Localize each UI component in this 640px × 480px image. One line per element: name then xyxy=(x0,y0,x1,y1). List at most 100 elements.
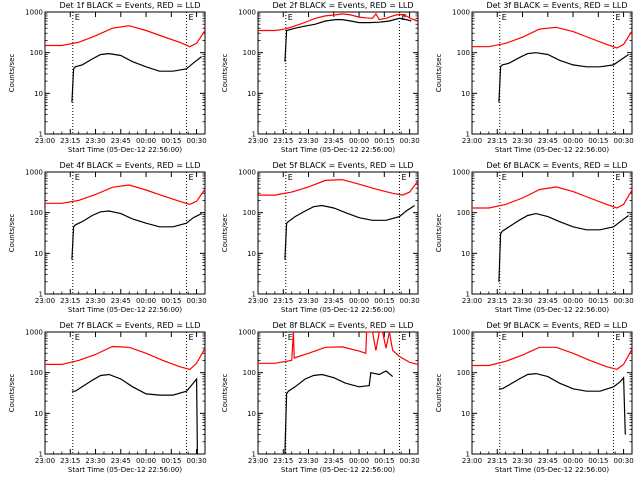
x-tick-label: 23:15 xyxy=(60,457,80,465)
y-tick-label: 100 xyxy=(30,369,43,377)
events-rate-line xyxy=(71,210,202,260)
x-tick-label: 00:15 xyxy=(374,137,394,145)
y-tick-label: 1000 xyxy=(452,169,470,177)
x-tick-label: 23:00 xyxy=(462,297,482,305)
x-axis-label: Start Time (05-Dec-12 22:56:00) xyxy=(495,306,609,314)
detector-panel-1: Det 1f BLACK = Events, RED = LLD 1 10 100 10… xyxy=(0,0,213,160)
y-axis-label: Counts/sec xyxy=(221,214,229,253)
event-marker-label: E xyxy=(502,333,507,342)
event-marker-label: E xyxy=(502,173,507,182)
x-tick-label: 23:15 xyxy=(273,457,293,465)
x-tick-label: 23:30 xyxy=(85,297,105,305)
x-tick-label: 00:30 xyxy=(613,457,633,465)
lld-rate-line xyxy=(258,331,419,365)
y-tick-label: 1 xyxy=(39,131,43,139)
x-axis-label: Start Time (05-Dec-12 22:56:00) xyxy=(281,306,395,314)
lld-rate-line xyxy=(45,25,206,48)
lld-rate-line xyxy=(472,186,633,209)
chart-title: Det 8f BLACK = Events, RED = LLD xyxy=(272,321,413,330)
x-tick-label: 23:45 xyxy=(324,137,344,145)
y-tick-label: 100 xyxy=(457,49,470,57)
x-tick-label: 00:00 xyxy=(563,137,583,145)
event-marker-label: E xyxy=(188,333,193,342)
lld-rate-line xyxy=(45,345,206,371)
x-tick-label: 23:15 xyxy=(60,297,80,305)
event-marker-label: E xyxy=(188,13,193,22)
plot-frame xyxy=(471,171,633,295)
y-tick-label: 1000 xyxy=(452,9,470,17)
x-tick-label: 00:30 xyxy=(186,457,206,465)
chart-svg: Det 1f BLACK = Events, RED = LLD 1 10 100 10… xyxy=(8,1,207,154)
y-tick-label: 10 xyxy=(247,90,256,98)
event-marker-label: E xyxy=(401,13,406,22)
events-rate-line xyxy=(71,52,202,103)
x-tick-label: 00:00 xyxy=(349,457,369,465)
y-tick-label: 1000 xyxy=(25,169,43,177)
x-tick-label: 00:00 xyxy=(563,457,583,465)
y-tick-label: 1 xyxy=(466,131,470,139)
event-marker-label: E xyxy=(288,333,293,342)
x-tick-label: 23:45 xyxy=(324,457,344,465)
x-tick-label: 23:30 xyxy=(298,457,318,465)
lld-rate-line xyxy=(258,178,419,196)
chart-title: Det 4f BLACK = Events, RED = LLD xyxy=(59,161,200,170)
chart-svg: Det 3f BLACK = Events, RED = LLD 1 10 100 10… xyxy=(435,1,634,154)
lld-rate-line xyxy=(45,184,206,206)
chart-svg: Det 9f BLACK = Events, RED = LLD 1 10 100 10… xyxy=(435,321,634,474)
detector-panel-7: Det 7f BLACK = Events, RED = LLD 1 10 100 10… xyxy=(0,320,213,480)
events-rate-line xyxy=(284,370,394,455)
y-tick-label: 100 xyxy=(243,49,256,57)
x-tick-label: 23:15 xyxy=(487,297,507,305)
x-tick-label: 00:00 xyxy=(349,297,369,305)
x-tick-label: 23:00 xyxy=(35,297,55,305)
event-marker-label: E xyxy=(75,173,80,182)
x-tick-label: 00:15 xyxy=(588,137,608,145)
chart-title: Det 1f BLACK = Events, RED = LLD xyxy=(59,1,200,10)
x-tick-label: 00:00 xyxy=(136,137,156,145)
event-marker-label: E xyxy=(615,173,620,182)
lld-rate-line xyxy=(472,346,633,371)
x-tick-label: 23:30 xyxy=(512,457,532,465)
events-rate-line xyxy=(284,204,415,260)
chart-title: Det 6f BLACK = Events, RED = LLD xyxy=(486,161,627,170)
plot-frame xyxy=(257,171,419,295)
y-tick-label: 10 xyxy=(247,410,256,418)
chart-title: Det 3f BLACK = Events, RED = LLD xyxy=(486,1,627,10)
y-tick-label: 1000 xyxy=(25,9,43,17)
x-tick-label: 00:15 xyxy=(161,457,181,465)
event-marker-label: E xyxy=(401,173,406,182)
x-tick-label: 23:45 xyxy=(111,297,131,305)
event-marker-label: E xyxy=(615,333,620,342)
y-axis-label: Counts/sec xyxy=(221,54,229,93)
y-tick-label: 10 xyxy=(461,90,470,98)
x-tick-label: 00:30 xyxy=(186,137,206,145)
x-tick-label: 23:15 xyxy=(487,457,507,465)
x-tick-label: 00:00 xyxy=(563,297,583,305)
y-tick-label: 1 xyxy=(39,451,43,459)
y-tick-label: 1000 xyxy=(238,169,256,177)
event-marker-label: E xyxy=(75,333,80,342)
x-tick-label: 23:30 xyxy=(85,457,105,465)
x-axis-label: Start Time (05-Dec-12 22:56:00) xyxy=(281,466,395,474)
y-tick-label: 100 xyxy=(457,369,470,377)
x-tick-label: 00:00 xyxy=(349,137,369,145)
x-tick-label: 23:30 xyxy=(85,137,105,145)
y-axis-label: Counts/sec xyxy=(435,374,443,413)
y-tick-label: 1 xyxy=(466,291,470,299)
chart-title: Det 5f BLACK = Events, RED = LLD xyxy=(272,161,413,170)
y-tick-label: 1 xyxy=(466,451,470,459)
y-axis-label: Counts/sec xyxy=(221,374,229,413)
x-tick-label: 23:00 xyxy=(35,457,55,465)
detector-panel-6: Det 6f BLACK = Events, RED = LLD 1 10 100 10… xyxy=(427,160,640,320)
plot-frame xyxy=(471,331,633,455)
y-tick-label: 10 xyxy=(34,410,43,418)
plot-frame xyxy=(471,11,633,135)
x-tick-label: 23:30 xyxy=(298,297,318,305)
y-tick-label: 10 xyxy=(247,250,256,258)
x-tick-label: 00:30 xyxy=(186,297,206,305)
detector-panel-5: Det 5f BLACK = Events, RED = LLD 1 10 100 10… xyxy=(213,160,426,320)
event-marker-label: E xyxy=(502,13,507,22)
event-marker-label: E xyxy=(75,13,80,22)
x-tick-label: 00:15 xyxy=(161,137,181,145)
plot-frame xyxy=(257,11,419,135)
